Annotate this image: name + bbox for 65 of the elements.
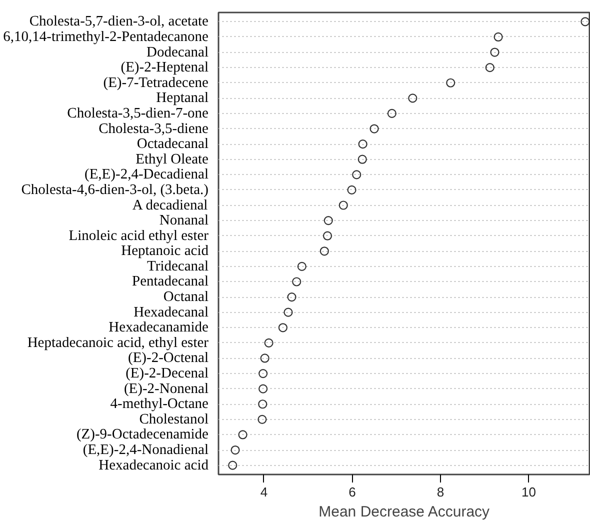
x-axis-title: Mean Decrease Accuracy — [318, 504, 490, 520]
point — [284, 308, 293, 317]
y-tick-label: Tridecanal — [147, 258, 209, 274]
y-tick-label: (E)-7-Tetradecene — [103, 74, 209, 91]
y-tick-label: (E)-2-Decenal — [126, 366, 209, 382]
y-tick-label: Cholesta-3,5-diene — [98, 120, 209, 137]
point — [320, 246, 329, 256]
point — [264, 338, 274, 348]
x-tick-label: 8 — [436, 484, 444, 500]
point — [258, 368, 268, 378]
y-tick-label: Heptadecanoic acid, ethyl ester — [27, 334, 209, 351]
y-tick-label: 4-methyl-Octane — [110, 396, 209, 412]
x-tick-label: 4 — [260, 484, 268, 500]
point — [230, 445, 240, 455]
y-tick-label: (E,E)-2,4-Nonadienal — [82, 442, 209, 458]
point — [490, 48, 500, 57]
point — [485, 63, 494, 72]
point — [408, 94, 418, 103]
y-tick-label: Nonanal — [159, 212, 209, 229]
point — [228, 460, 238, 470]
y-tick-label: Ethyl Oleate — [136, 151, 209, 168]
y-tick-label: (E,E)-2,4-Decadienal — [84, 166, 209, 183]
y-tick-label: Cholestanol — [139, 411, 209, 428]
point — [494, 32, 503, 42]
point — [580, 17, 590, 26]
y-tick-label: (E)-2-Octenal — [128, 350, 209, 366]
y-tick-label: Pentadecanal — [132, 274, 209, 290]
y-tick-label: Heptanoic acid — [121, 243, 210, 260]
y-tick-label: Hexadecanoic acid — [98, 457, 210, 474]
y-tick-label: Cholesta-5,7-dien-3-ol, acetate — [29, 14, 209, 30]
y-tick-label: Dodecanal — [146, 44, 209, 60]
y-tick-label: Hexadecanamide — [108, 320, 209, 336]
point — [258, 384, 268, 394]
y-tick-label: (E)-2-Heptenal — [120, 60, 209, 76]
y-tick-label: Linoleic acid ethyl ester — [68, 228, 209, 244]
point — [287, 292, 296, 302]
y-tick-label: Cholesta-4,6-dien-3-ol, (3.beta.) — [21, 182, 209, 198]
point — [358, 154, 367, 164]
point — [338, 200, 348, 210]
point — [322, 231, 332, 240]
point — [358, 140, 368, 149]
y-tick-label: 6,10,14-trimethyl-2-Pentadecanone — [3, 28, 209, 45]
point — [324, 216, 333, 226]
point — [347, 185, 356, 194]
point — [260, 354, 270, 363]
y-tick-label: Octanal — [163, 289, 209, 306]
y-tick-label: Cholesta-3,5-dien-7-one — [67, 105, 209, 122]
x-tick-label: 10 — [521, 484, 536, 500]
y-tick-label: (E)-2-Nonenal — [124, 380, 209, 397]
point — [387, 108, 396, 118]
point — [278, 323, 288, 332]
y-tick-label: (Z)-9-Octadecenamide — [76, 426, 208, 443]
y-tick-label: Octadecanal — [136, 136, 209, 152]
point — [446, 78, 456, 88]
point — [297, 262, 306, 271]
point — [238, 430, 248, 440]
y-tick-label: Heptanal — [156, 90, 209, 106]
point — [370, 124, 379, 134]
y-tick-label: A decadienal — [132, 197, 208, 214]
point — [258, 414, 267, 424]
point — [292, 277, 302, 286]
point — [258, 400, 268, 409]
x-tick-label: 6 — [348, 484, 356, 500]
point — [352, 170, 362, 180]
y-tick-label: Hexadecanal — [134, 304, 209, 320]
